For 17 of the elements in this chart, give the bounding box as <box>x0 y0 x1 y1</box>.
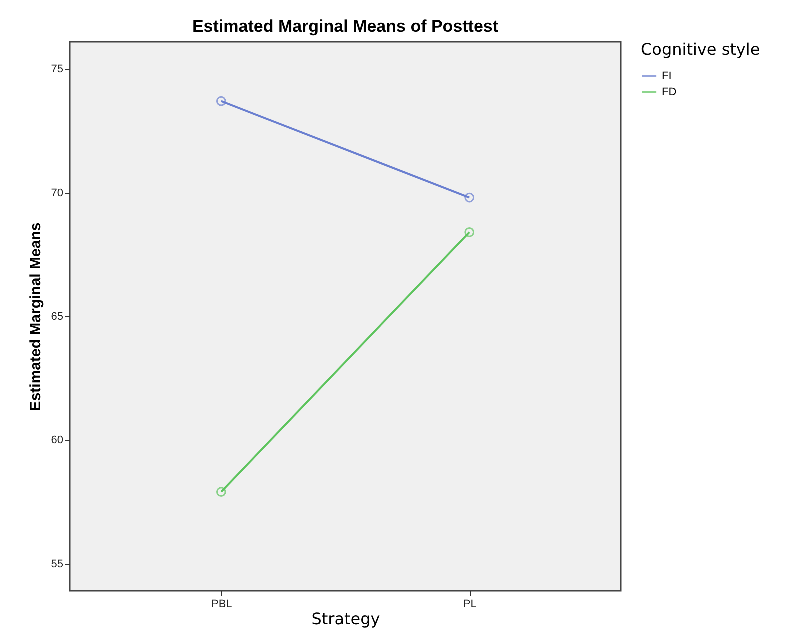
point <box>464 192 475 203</box>
x-axis-title: Strategy <box>312 610 380 628</box>
legend-label: FD <box>662 86 677 98</box>
point <box>216 96 226 106</box>
y-tick-label: 65 <box>51 311 64 323</box>
y-tick-label: 55 <box>51 558 64 570</box>
x-tick-label: PL <box>463 598 477 610</box>
point <box>216 487 226 498</box>
legend-title: Cognitive style <box>641 40 760 59</box>
point <box>464 227 475 238</box>
chart-title: Estimated Marginal Means of Posttest <box>192 17 499 36</box>
y-tick-label: 75 <box>51 64 64 76</box>
y-axis-title: Estimated Marginal Means <box>27 222 44 412</box>
legend-label: FI <box>662 70 672 82</box>
y-tick-label: 70 <box>51 187 64 200</box>
x-tick-label: PBL <box>212 598 232 610</box>
y-tick-label: 60 <box>51 434 64 447</box>
